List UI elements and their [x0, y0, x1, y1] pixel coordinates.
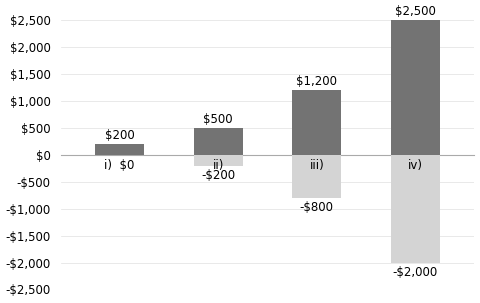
Text: $500: $500: [204, 113, 233, 126]
Text: iv): iv): [408, 159, 423, 172]
Text: i)  $0: i) $0: [105, 159, 135, 172]
Bar: [391, 20, 440, 155]
Bar: [292, 155, 341, 198]
Text: iii): iii): [310, 159, 324, 172]
Text: -$2,000: -$2,000: [393, 266, 438, 279]
Bar: [391, 155, 440, 262]
Bar: [292, 90, 341, 155]
Text: -$200: -$200: [201, 169, 235, 182]
Text: $200: $200: [105, 129, 134, 142]
Bar: [193, 155, 243, 166]
Bar: [193, 128, 243, 155]
Bar: [95, 144, 144, 155]
Text: ii): ii): [213, 159, 224, 172]
Text: $2,500: $2,500: [395, 5, 436, 18]
Text: $1,200: $1,200: [296, 75, 337, 88]
Text: -$800: -$800: [300, 201, 334, 214]
